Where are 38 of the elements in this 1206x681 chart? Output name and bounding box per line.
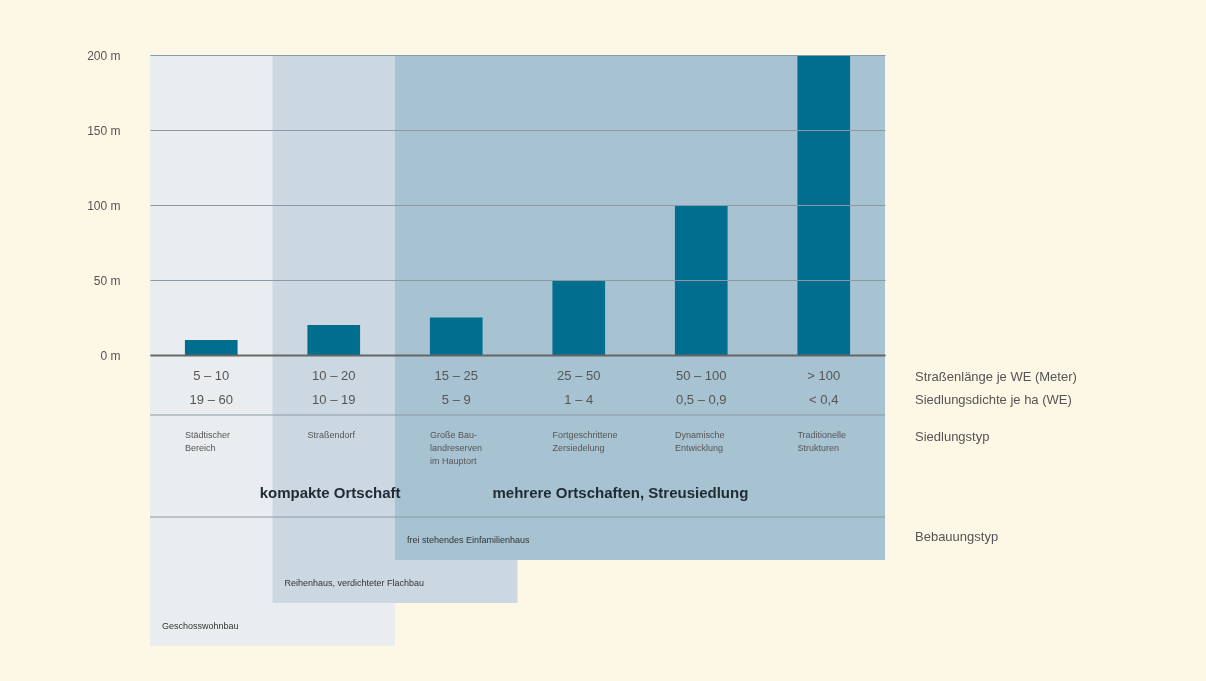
y-tick-label: 200 m [87, 48, 121, 63]
bar [429, 317, 483, 355]
band-label: Reihenhaus, verdichteter Flachbau [284, 578, 425, 588]
bar [307, 325, 361, 355]
band-label: frei stehendes Einfamilienhaus [407, 535, 531, 545]
bar [797, 55, 851, 355]
text: kompakte Ortschaft [259, 484, 401, 501]
bar [674, 205, 728, 355]
text: 10 – 19 [312, 392, 356, 407]
y-tick-label: 150 m [87, 123, 121, 138]
x-axis-title: Straßenlänge je WE (Meter) [915, 369, 1077, 384]
y-tick-label: 50 m [93, 273, 121, 288]
x-tick-label: 50 – 100 [675, 367, 727, 383]
x-tick-label: 15 – 25 [434, 367, 478, 383]
y-tick-label: 0 m [100, 348, 121, 363]
text: Siedlungstyp [915, 429, 990, 444]
y-tick-label: 100 m [87, 198, 121, 213]
bar [552, 280, 606, 355]
x-tick-label: 5 – 10 [193, 367, 230, 383]
text: Große Bau- landreserven im Hauptort [429, 430, 482, 466]
text: Straßendorf [307, 430, 356, 440]
text: 1 – 4 [564, 392, 594, 407]
text: Fortgeschrittene Zersiedelung [552, 430, 618, 453]
x-tick-label: 10 – 20 [312, 367, 356, 383]
text: < 0,4 [809, 392, 839, 407]
text: Dynamische Entwicklung [674, 430, 725, 453]
band-label: Geschosswohnbau [162, 621, 239, 631]
text: Siedlungsdichte je ha (WE) [915, 392, 1072, 407]
text: Bebauungstyp [915, 529, 999, 544]
text: 19 – 60 [189, 392, 233, 407]
bar [184, 340, 238, 355]
text: mehrere Ortschaften, Streusiedlung [492, 484, 749, 501]
text: Städtischer Bereich [184, 430, 230, 453]
text: 0,5 – 0,9 [675, 392, 727, 407]
text: Traditionelle Strukturen [797, 430, 847, 453]
x-tick-label: > 100 [807, 367, 841, 383]
x-tick-label: 25 – 50 [557, 367, 601, 383]
text: 5 – 9 [441, 392, 471, 407]
